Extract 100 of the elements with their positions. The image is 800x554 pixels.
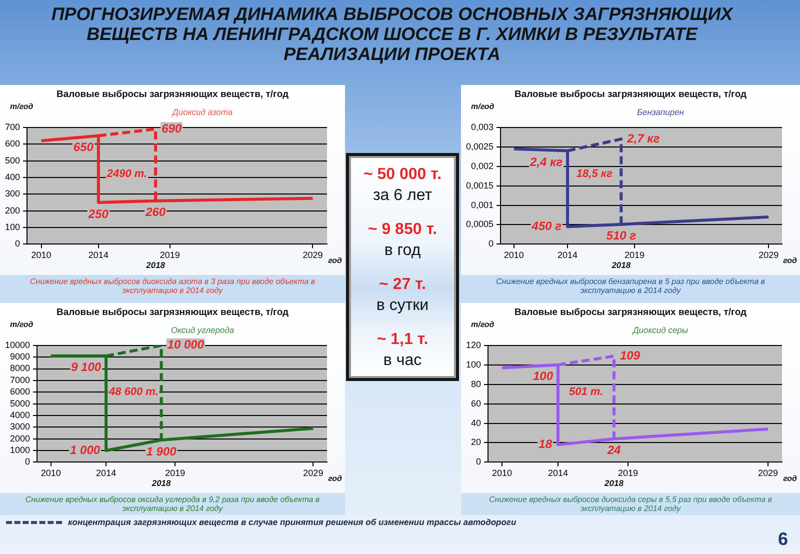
text: в час bbox=[383, 352, 422, 369]
text: в сутки bbox=[376, 297, 429, 314]
x-tick-label: 2010 bbox=[31, 250, 52, 260]
y-tick-label: 20 bbox=[471, 437, 482, 448]
x-tick-label: 2019 bbox=[165, 468, 186, 478]
text: Снижение вредных выбросов диоксида серы в 5,5 раз при вводе объекта в эксплуатацию в 2014 году bbox=[488, 494, 773, 514]
x-axis-title: год bbox=[783, 256, 797, 265]
x-tick-label: 2029 bbox=[758, 250, 779, 260]
annotation: 450 г bbox=[530, 218, 562, 233]
y-tick-label: 0,0005 bbox=[466, 219, 494, 230]
x-tick-label: 2010 bbox=[40, 468, 61, 478]
chart-subtitle: Бензапирен bbox=[637, 107, 684, 117]
y-tick-label: 0 bbox=[476, 456, 482, 467]
annotation: 501 т. bbox=[568, 386, 604, 398]
x-axis-title: год bbox=[328, 256, 342, 265]
annotation: 48 600 т. bbox=[108, 386, 158, 398]
data-label: 1 900 bbox=[146, 444, 177, 458]
y-tick-label: 0 bbox=[25, 456, 30, 467]
chart-title: Валовые выбросы загрязняющих веществ, т/год bbox=[513, 307, 748, 318]
y-tick-label: 0,001 bbox=[470, 200, 494, 210]
y-tick-label: 5000 bbox=[10, 398, 30, 408]
text: 2018 bbox=[604, 478, 624, 488]
y-axis-title: т/год bbox=[471, 320, 494, 329]
text: ~ 27 т. bbox=[379, 276, 426, 293]
data-label: 1 000 bbox=[70, 442, 100, 457]
y-axis-title: т/год bbox=[471, 102, 494, 111]
y-tick-label: 300 bbox=[4, 188, 20, 199]
x-axis-title: год bbox=[328, 474, 342, 483]
y-tick-label: 700 bbox=[4, 122, 20, 132]
x-axis-title: год bbox=[783, 474, 797, 483]
data-label: 18 bbox=[538, 436, 552, 451]
chart-subtitle: Оксид углерода bbox=[170, 325, 234, 335]
text: Снижение вредных выбросов диоксида азота в 3 раза при вводе объекта в эксплуатацию в 2014 году bbox=[28, 276, 316, 296]
y-tick-label: 200 bbox=[4, 205, 20, 216]
x-tick-label: 2014 bbox=[96, 468, 116, 478]
text: ПРОГНОЗИРУЕМАЯ ДИНАМИКА ВЫБРОСОВ ОСНОВНЫХ ЗАГРЯЗНЯЮЩИХ ВЕЩЕСТВ НА ЛЕНИНГРАДСКОМ ШОССЕ В Г. ХИМКИ В РЕЗУЛЬТАТЕ РЕАЛИЗАЦИИ ПРОЕКТА bbox=[50, 4, 734, 64]
y-tick-label: 8000 bbox=[10, 363, 30, 374]
x-tick-label: 2019 bbox=[624, 250, 645, 260]
x-tick-label: 2029 bbox=[758, 468, 778, 478]
text: за 6 лет bbox=[372, 187, 432, 204]
data-label: 24 bbox=[606, 443, 622, 458]
chart-subtitle: Диоксид серы bbox=[632, 325, 688, 335]
data-label: 10 000 bbox=[167, 338, 204, 352]
chart-subtitle: Диоксид азота bbox=[172, 107, 233, 117]
y-tick-label: 400 bbox=[4, 172, 20, 182]
data-label: 690 bbox=[162, 121, 182, 136]
x-tick-label: 2014 bbox=[548, 468, 568, 478]
text: ~ 50 000 т. bbox=[363, 166, 442, 183]
x-tick-label: 2029 bbox=[303, 468, 324, 478]
y-tick-label: 100 bbox=[4, 222, 20, 232]
y-tick-label: 6000 bbox=[10, 386, 30, 397]
text: ~ 9 850 т. bbox=[368, 221, 438, 238]
annotation: 2,7 кг bbox=[626, 131, 660, 146]
y-tick-label: 40 bbox=[471, 418, 482, 428]
y-axis-title: т/год bbox=[10, 102, 34, 111]
y-tick-label: 60 bbox=[471, 398, 482, 408]
y-tick-label: 120 bbox=[466, 340, 482, 350]
data-label: 9 100 bbox=[71, 360, 102, 374]
annotation: 2,4 кг bbox=[529, 155, 564, 170]
text: 6 bbox=[778, 529, 788, 550]
y-tick-label: 0,0025 bbox=[466, 141, 494, 152]
y-tick-label: 100 bbox=[466, 359, 482, 370]
y-tick-label: 0,003 bbox=[470, 122, 494, 132]
y-tick-label: 0,0015 bbox=[466, 180, 494, 190]
y-tick-label: 7000 bbox=[10, 374, 30, 385]
y-tick-label: 80 bbox=[471, 378, 482, 389]
y-tick-label: 0 bbox=[488, 238, 494, 249]
annotation: 510 г bbox=[606, 228, 637, 243]
x-tick-label: 2029 bbox=[302, 250, 323, 260]
y-tick-label: 9000 bbox=[10, 352, 30, 362]
y-tick-label: 0 bbox=[15, 238, 20, 249]
text: Снижение вредных выбросов оксида углерода в 9,2 раза при вводе объекта в эксплуатацию в 2014 году bbox=[24, 494, 321, 514]
x-tick-label: 2014 bbox=[558, 250, 578, 260]
text: 2018 bbox=[145, 260, 166, 270]
text: Снижение вредных выбросов бензапирена в 5 раз при вводе объекта в эксплуатацию в 2014 году bbox=[495, 276, 766, 296]
chart-title: Валовые выбросы загрязняющих веществ, т/год bbox=[513, 89, 748, 100]
chart-title: Валовые выбросы загрязняющих веществ, т/год bbox=[55, 307, 290, 318]
data-label: 260 bbox=[144, 205, 166, 220]
x-tick-label: 2010 bbox=[504, 250, 524, 260]
x-tick-label: 2019 bbox=[160, 250, 180, 260]
text: концентрация загрязняющих веществ в случае принятия решения об изменении трассы автодороги bbox=[68, 517, 516, 527]
annotation: 18,5 кг bbox=[576, 168, 612, 180]
y-tick-label: 0,002 bbox=[470, 160, 494, 171]
data-label: 109 bbox=[620, 348, 640, 362]
text: 2018 bbox=[150, 478, 172, 488]
y-tick-label: 500 bbox=[4, 155, 20, 166]
x-tick-label: 2019 bbox=[618, 468, 638, 478]
data-label: 250 bbox=[87, 206, 109, 221]
x-tick-label: 2014 bbox=[88, 250, 108, 260]
text: в год bbox=[384, 242, 421, 259]
y-tick-label: 600 bbox=[4, 138, 20, 149]
y-tick-label: 10000 bbox=[4, 340, 30, 350]
text: 2018 bbox=[610, 260, 631, 270]
chart-title: Валовые выбросы загрязняющих веществ, т/год bbox=[55, 89, 290, 100]
y-tick-label: 3000 bbox=[10, 422, 30, 432]
annotation: 2490 т. bbox=[106, 168, 148, 180]
y-tick-label: 2000 bbox=[10, 433, 30, 444]
y-tick-label: 4000 bbox=[10, 410, 30, 420]
text: ~ 1,1 т. bbox=[376, 331, 428, 348]
data-label: 650 bbox=[73, 140, 94, 154]
